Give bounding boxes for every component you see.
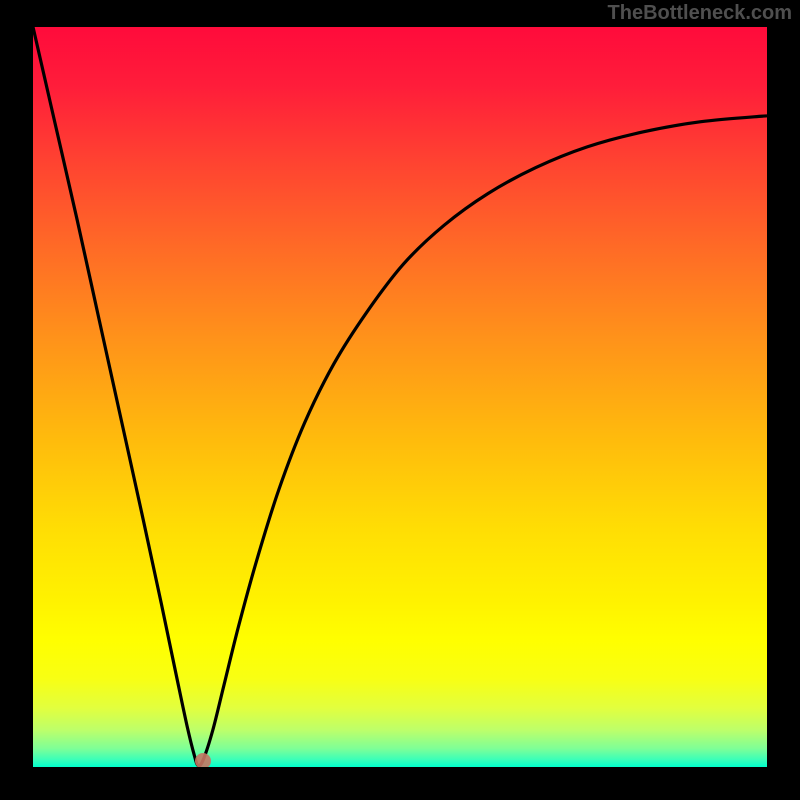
plot-area xyxy=(33,27,767,767)
watermark-text: TheBottleneck.com xyxy=(608,2,792,25)
bottleneck-curve xyxy=(33,27,767,767)
curve-path xyxy=(33,27,767,766)
optimum-marker xyxy=(195,753,211,767)
